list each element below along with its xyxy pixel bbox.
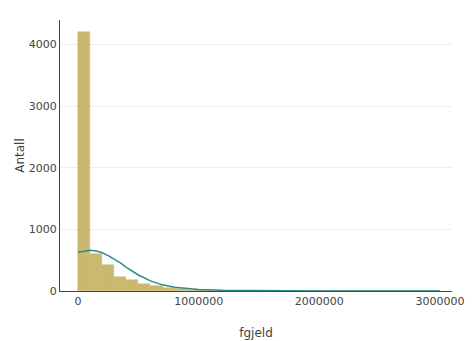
svg-text:3000: 3000 <box>29 100 57 113</box>
svg-text:1000: 1000 <box>29 223 57 236</box>
svg-text:2000000: 2000000 <box>295 295 344 308</box>
svg-text:fgjeld: fgjeld <box>239 326 273 340</box>
svg-text:Antall: Antall <box>13 138 27 173</box>
svg-text:0: 0 <box>75 295 82 308</box>
svg-text:2000: 2000 <box>29 162 57 175</box>
svg-text:0: 0 <box>50 285 57 298</box>
svg-text:3000000: 3000000 <box>415 295 464 308</box>
svg-text:4000: 4000 <box>29 38 57 51</box>
svg-text:1000000: 1000000 <box>174 295 223 308</box>
